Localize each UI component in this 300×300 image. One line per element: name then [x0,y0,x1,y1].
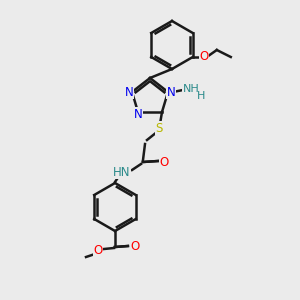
Text: S: S [155,122,163,134]
Text: N: N [124,85,134,98]
Text: H: H [197,91,205,101]
Text: HN: HN [113,166,131,178]
Text: O: O [93,244,103,257]
Text: O: O [159,155,169,169]
Text: N: N [167,85,176,98]
Text: O: O [199,50,208,64]
Text: NH: NH [183,84,200,94]
Text: O: O [130,241,140,254]
Text: N: N [134,107,142,121]
